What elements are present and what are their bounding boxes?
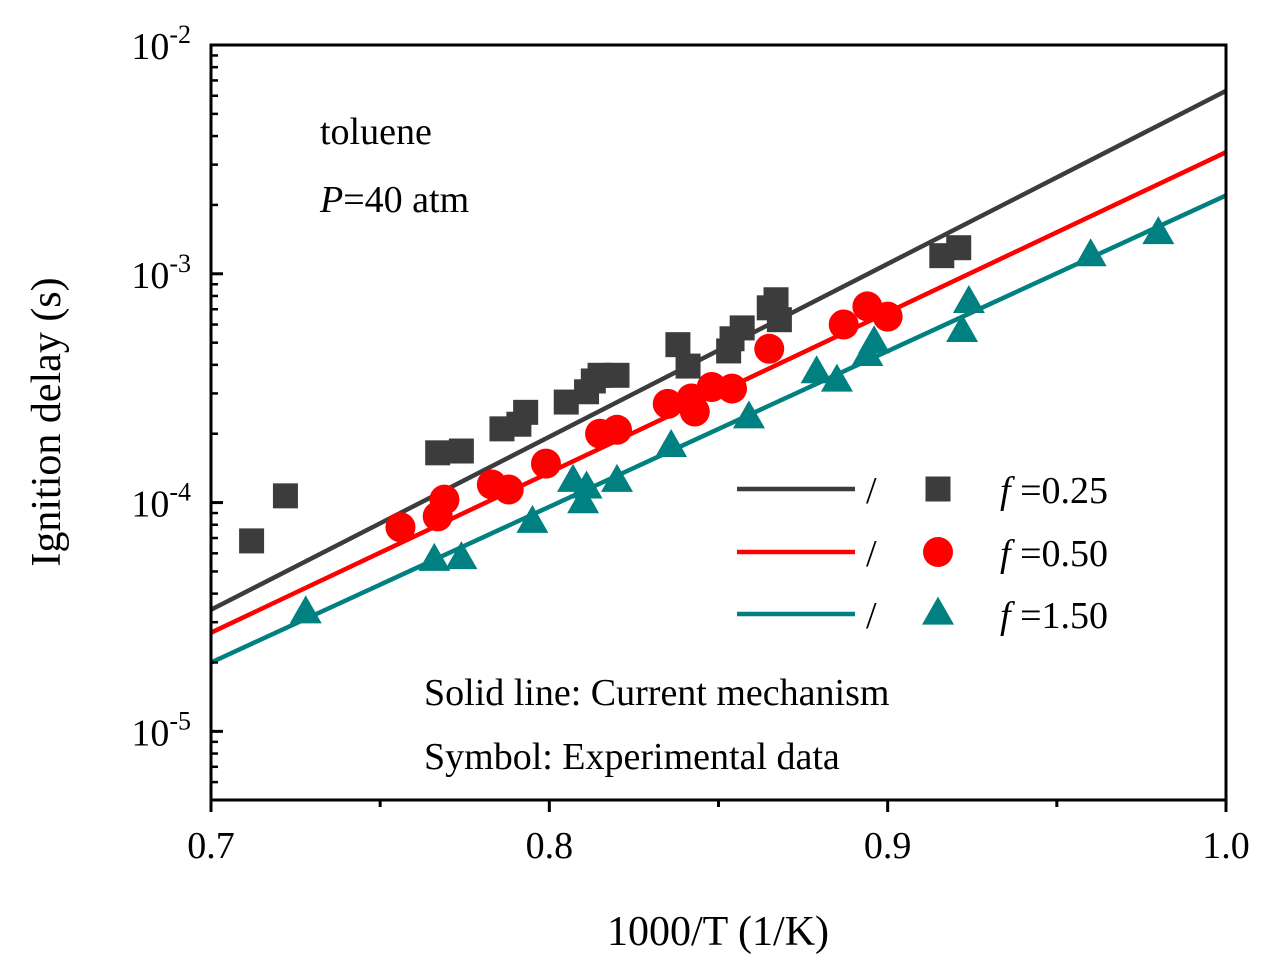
data-point-series-1-4 [493,474,524,505]
data-point-series-0-21 [946,235,972,261]
y-tick-label-base: 10 [131,712,169,754]
data-point-series-2-10 [800,355,833,384]
y-tick-label-base: 10 [131,484,169,526]
data-point-series-2-13 [858,325,891,354]
data-point-series-0-0 [239,528,265,554]
data-point-series-2-3 [516,504,549,533]
legend-phi-symbol: f [1000,595,1020,637]
data-point-series-1-8 [652,388,683,419]
data-point-series-2-14 [946,314,979,343]
y-tick-label-1: 10-3 [131,249,191,297]
data-point-series-1-5 [530,448,561,479]
legend-marker-2 [922,596,954,625]
data-point-series-0-12 [665,332,691,358]
data-point-series-0-6 [513,399,539,425]
y-tick-label-base: 10 [131,255,169,297]
legend-marker-1 [923,537,953,567]
y-tick-label-0: 10-2 [131,20,191,68]
pressure-symbol: P [319,179,343,221]
legend-separator-1: / [866,533,877,575]
x-tick-label-0: 0.7 [187,825,235,867]
legend-separator-2: / [866,595,877,637]
y-tick-label-base: 10 [131,26,169,68]
data-point-series-2-11 [820,363,853,392]
y-tick-label-2: 10-4 [131,478,191,526]
legend-label-2: f =1.50 [1000,595,1108,637]
y-axis-label: Ignition delay (s) [24,277,70,566]
data-point-series-1-16 [872,301,903,332]
data-point-series-2-9 [732,400,765,429]
y-tick-label-exponent: -3 [169,249,191,278]
data-point-series-0-16 [729,315,755,341]
x-tick-label-3: 1.0 [1202,825,1250,867]
data-point-series-0-19 [766,307,792,333]
annotation-note-line: Solid line: Current mechanism [424,672,889,714]
legend-label-0: f =0.25 [1000,470,1108,512]
data-point-series-2-15 [952,285,985,314]
legend: / f =0.25 / f =0.50 / f =1.50 [737,470,1108,637]
data-point-series-2-17 [1142,216,1175,245]
legend-separator-0: / [866,470,877,512]
annotation-note-symbol: Symbol: Experimental data [424,736,840,778]
y-tick-label-3: 10-5 [131,706,191,754]
x-axis-label: 1000/T (1/K) [607,909,829,955]
data-point-series-1-0 [385,512,416,543]
data-point-series-2-8 [655,429,688,458]
annotation-pressure: P=40 atm [319,179,469,221]
model-line-series-2 [210,193,1227,665]
annotation-fuel: toluene [320,111,432,153]
legend-value: =0.50 [1020,533,1108,575]
pressure-value: =40 atm [343,179,469,221]
data-point-series-2-16 [1074,238,1107,267]
data-point-series-2-7 [601,463,633,492]
legend-value: =1.50 [1020,595,1108,637]
data-point-series-1-10 [679,396,710,427]
legend-phi-symbol: f [1000,470,1020,512]
data-point-series-0-11 [604,362,630,388]
data-point-series-2-0 [289,595,322,624]
experimental-points [239,216,1175,624]
data-point-series-0-1 [272,483,298,509]
y-tick-label-exponent: -2 [169,20,191,49]
x-tick-label-2: 0.9 [864,825,912,867]
data-point-series-2-2 [445,541,478,570]
tick-labels: 0.7 0.8 0.9 1.010-210-310-410-5 [131,20,1249,867]
y-tick-label-exponent: -5 [169,706,191,735]
legend-label-1: f =0.50 [1000,533,1108,575]
axes [209,43,1228,812]
data-point-series-1-7 [602,414,632,445]
data-point-series-2-5 [567,485,600,514]
data-point-series-1-2 [429,484,460,515]
y-tick-label-exponent: -4 [169,478,191,507]
legend-phi-symbol: f [1000,533,1020,575]
data-point-series-0-13 [675,353,701,379]
annotations: toluene P=40 atm Solid line: Current mec… [319,111,889,778]
data-point-series-1-12 [717,373,748,404]
data-point-series-0-3 [448,438,474,464]
legend-marker-0 [925,476,951,502]
x-tick-label-1: 0.8 [526,825,574,867]
data-point-series-2-1 [418,542,451,571]
data-point-series-1-13 [754,333,785,364]
data-point-series-0-2 [425,440,451,466]
data-point-series-1-14 [828,309,859,340]
legend-value: =0.25 [1020,470,1108,512]
data-point-series-2-6 [570,470,603,499]
